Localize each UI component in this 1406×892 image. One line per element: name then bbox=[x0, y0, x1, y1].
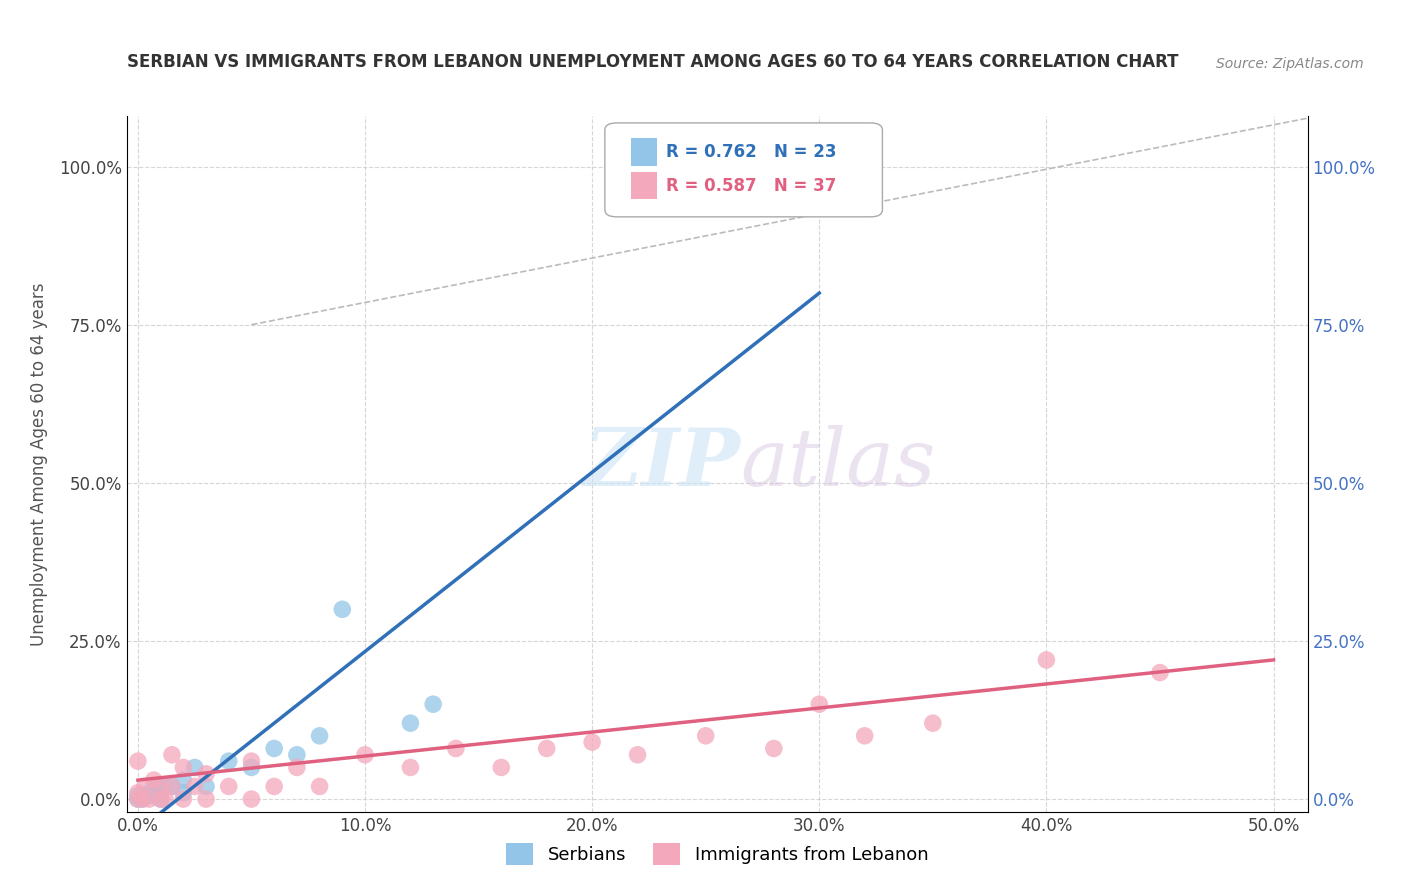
Point bbox=[285, 747, 308, 762]
Point bbox=[240, 754, 263, 768]
Text: R = 0.587   N = 37: R = 0.587 N = 37 bbox=[666, 177, 837, 194]
Point bbox=[160, 747, 183, 762]
Point bbox=[1035, 653, 1057, 667]
Point bbox=[149, 780, 172, 794]
Point bbox=[853, 729, 876, 743]
Point bbox=[153, 780, 176, 794]
Point bbox=[138, 786, 160, 800]
Point bbox=[127, 789, 149, 803]
Point bbox=[762, 741, 785, 756]
Point bbox=[183, 780, 205, 794]
Point bbox=[138, 792, 160, 806]
Text: SERBIAN VS IMMIGRANTS FROM LEBANON UNEMPLOYMENT AMONG AGES 60 TO 64 YEARS CORREL: SERBIAN VS IMMIGRANTS FROM LEBANON UNEMP… bbox=[127, 54, 1178, 71]
Point bbox=[240, 792, 263, 806]
Point bbox=[134, 789, 156, 803]
Point bbox=[142, 789, 165, 803]
Point bbox=[172, 760, 194, 774]
Point bbox=[444, 741, 467, 756]
Point bbox=[127, 786, 149, 800]
Point bbox=[695, 729, 717, 743]
Point bbox=[399, 716, 422, 731]
Point bbox=[149, 792, 172, 806]
Point bbox=[131, 792, 153, 806]
Point bbox=[399, 760, 422, 774]
Point bbox=[263, 741, 285, 756]
Point bbox=[536, 741, 558, 756]
Point bbox=[183, 760, 205, 774]
Point bbox=[145, 780, 167, 794]
Point bbox=[149, 792, 172, 806]
Point bbox=[308, 729, 330, 743]
Y-axis label: Unemployment Among Ages 60 to 64 years: Unemployment Among Ages 60 to 64 years bbox=[30, 282, 48, 646]
Point bbox=[422, 697, 444, 711]
Point bbox=[308, 780, 330, 794]
Point bbox=[134, 780, 156, 794]
Point bbox=[1149, 665, 1171, 680]
Legend: Serbians, Immigrants from Lebanon: Serbians, Immigrants from Lebanon bbox=[499, 836, 935, 872]
Point bbox=[218, 780, 240, 794]
Point bbox=[149, 782, 172, 797]
Bar bbox=[631, 138, 657, 166]
Point bbox=[127, 792, 149, 806]
Point bbox=[131, 792, 153, 806]
Point bbox=[240, 760, 263, 774]
Point bbox=[195, 780, 218, 794]
Bar bbox=[631, 171, 657, 200]
Point bbox=[160, 780, 183, 794]
Point bbox=[263, 780, 285, 794]
Point bbox=[808, 697, 831, 711]
Point bbox=[160, 780, 183, 794]
Point bbox=[195, 792, 218, 806]
FancyBboxPatch shape bbox=[605, 123, 883, 217]
Point bbox=[626, 747, 648, 762]
Point bbox=[491, 760, 513, 774]
Point bbox=[330, 602, 353, 616]
Text: atlas: atlas bbox=[741, 425, 936, 502]
Point bbox=[218, 754, 240, 768]
Point bbox=[172, 786, 194, 800]
Text: Source: ZipAtlas.com: Source: ZipAtlas.com bbox=[1216, 57, 1364, 71]
Text: R = 0.762   N = 23: R = 0.762 N = 23 bbox=[666, 143, 837, 161]
Point bbox=[153, 792, 176, 806]
Point bbox=[172, 792, 194, 806]
Point bbox=[581, 735, 603, 749]
Point bbox=[142, 773, 165, 788]
Point bbox=[172, 773, 194, 788]
Point bbox=[127, 754, 149, 768]
Point bbox=[127, 792, 149, 806]
Text: ZIP: ZIP bbox=[583, 425, 741, 502]
Point bbox=[285, 760, 308, 774]
Point bbox=[195, 766, 218, 780]
Point bbox=[354, 747, 377, 762]
Point bbox=[921, 716, 943, 731]
